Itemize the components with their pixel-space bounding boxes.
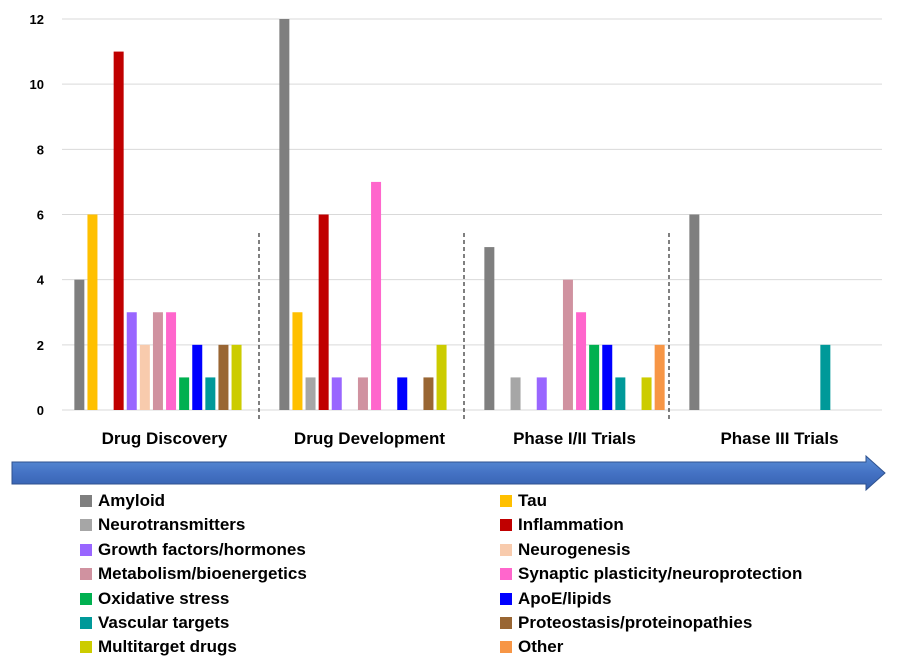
bars — [74, 19, 831, 410]
bar-neurogenesis-0 — [139, 344, 150, 410]
legend-swatch — [80, 543, 92, 556]
bar-inflammation-1 — [318, 214, 329, 410]
legend-item: Inflammation — [500, 515, 624, 535]
legend-swatch — [500, 543, 512, 556]
group-separators — [258, 233, 670, 420]
bar-amyloid-2 — [484, 247, 495, 410]
legend-label: Multitarget drugs — [98, 637, 237, 657]
category-label: Drug Discovery — [102, 429, 228, 448]
bar-proteostasis-proteinopathies-1 — [423, 377, 434, 410]
y-tick-label: 10 — [30, 77, 44, 92]
bar-metabolism-bioenergetics-1 — [357, 377, 368, 410]
bar-other-2 — [654, 344, 665, 410]
legend-swatch — [80, 617, 92, 629]
legend-swatch — [500, 568, 512, 581]
legend-label: ApoE/lipids — [518, 588, 612, 608]
gridlines — [62, 18, 882, 411]
category-label: Phase III Trials — [720, 429, 838, 448]
legend-item: Other — [500, 637, 563, 657]
legend-item: Proteostasis/proteinopathies — [500, 613, 752, 633]
x-axis-categories: Drug Discovery Drug Development Phase I/II… — [102, 429, 839, 448]
category-label: Phase I/II Trials — [513, 429, 636, 448]
legend-swatch — [500, 617, 512, 629]
legend-item: Neurogenesis — [500, 540, 630, 560]
legend-swatch — [80, 495, 92, 507]
category-label: Drug Development — [294, 429, 445, 448]
legend-item: Growth factors/hormones — [80, 540, 306, 560]
bar-multitarget-drugs-2 — [641, 377, 652, 410]
legend-label: Proteostasis/proteinopathies — [518, 613, 753, 632]
bar-metabolism-bioenergetics-2 — [562, 279, 573, 410]
legend-item: Oxidative stress — [80, 589, 229, 609]
legend-label: Neurogenesis — [518, 539, 631, 559]
legend-item: Multitarget drugs — [80, 637, 237, 657]
bar-amyloid-3 — [689, 214, 700, 410]
bar-growth-factors-hormones-2 — [536, 377, 547, 410]
bar-apoe-lipids-0 — [192, 344, 203, 410]
bar-oxidative-stress-2 — [589, 344, 600, 410]
legend-item: Amyloid — [80, 491, 165, 511]
bar-vascular-targets-3 — [820, 344, 831, 410]
bar-tau-1 — [292, 312, 303, 410]
y-tick-label: 8 — [37, 142, 44, 157]
legend-swatch — [500, 641, 512, 654]
bar-inflammation-0 — [113, 51, 124, 410]
legend-label: Growth factors/hormones — [98, 539, 306, 559]
bar-growth-factors-hormones-0 — [126, 312, 137, 410]
legend-swatch — [80, 592, 92, 605]
bar-amyloid-0 — [74, 279, 85, 410]
legend-label: Inflammation — [518, 515, 624, 535]
legend-item: Synaptic plasticity/neuroprotection — [500, 564, 802, 584]
bar-neurotransmitters-2 — [510, 377, 521, 410]
bar-growth-factors-hormones-1 — [331, 377, 342, 410]
legend-item: Neurotransmitters — [80, 515, 245, 535]
y-tick-label: 6 — [37, 208, 44, 223]
bar-apoe-lipids-1 — [397, 377, 408, 410]
bar-tau-0 — [87, 214, 98, 410]
legend-swatch — [500, 592, 512, 605]
progress-arrow — [11, 454, 886, 492]
legend-label: Tau — [518, 491, 547, 510]
legend-label: Oxidative stress — [98, 588, 230, 608]
legend-label: Other — [518, 637, 564, 657]
bar-vascular-targets-2 — [615, 377, 626, 410]
y-tick-label: 2 — [37, 338, 44, 353]
legend-label: Amyloid — [98, 491, 166, 510]
bar-vascular-targets-0 — [205, 377, 216, 410]
y-axis-ticks: 0 2 4 6 8 10 12 — [30, 12, 45, 418]
bar-proteostasis-proteinopathies-0 — [218, 344, 229, 410]
bar-synaptic-plasticity-neuroprotection-1 — [371, 181, 382, 410]
y-tick-label: 12 — [30, 12, 44, 27]
legend-swatch — [80, 568, 92, 581]
legend-item: Metabolism/bioenergetics — [80, 564, 307, 584]
legend-item: Vascular targets — [80, 613, 229, 633]
legend-label: Vascular targets — [98, 613, 230, 632]
bar-synaptic-plasticity-neuroprotection-2 — [576, 312, 587, 410]
bar-oxidative-stress-0 — [179, 377, 190, 410]
y-tick-label: 0 — [37, 403, 44, 418]
legend-swatch — [500, 519, 512, 532]
legend-item: ApoE/lipids — [500, 589, 612, 609]
bar-amyloid-1 — [279, 19, 290, 410]
bar-multitarget-drugs-1 — [436, 344, 447, 410]
y-tick-label: 4 — [37, 273, 45, 288]
bar-metabolism-bioenergetics-0 — [152, 312, 163, 410]
legend-label: Synaptic plasticity/neuroprotection — [518, 564, 803, 584]
bar-neurotransmitters-1 — [305, 377, 316, 410]
bar-multitarget-drugs-0 — [231, 344, 242, 410]
legend-swatch — [80, 519, 92, 532]
legend-label: Metabolism/bioenergetics — [98, 564, 307, 584]
bar-apoe-lipids-2 — [602, 344, 613, 410]
legend-item: Tau — [500, 491, 547, 511]
legend-label: Neurotransmitters — [98, 515, 246, 535]
bar-synaptic-plasticity-neuroprotection-0 — [166, 312, 177, 410]
legend-swatch — [500, 495, 512, 507]
legend-swatch — [80, 641, 92, 654]
